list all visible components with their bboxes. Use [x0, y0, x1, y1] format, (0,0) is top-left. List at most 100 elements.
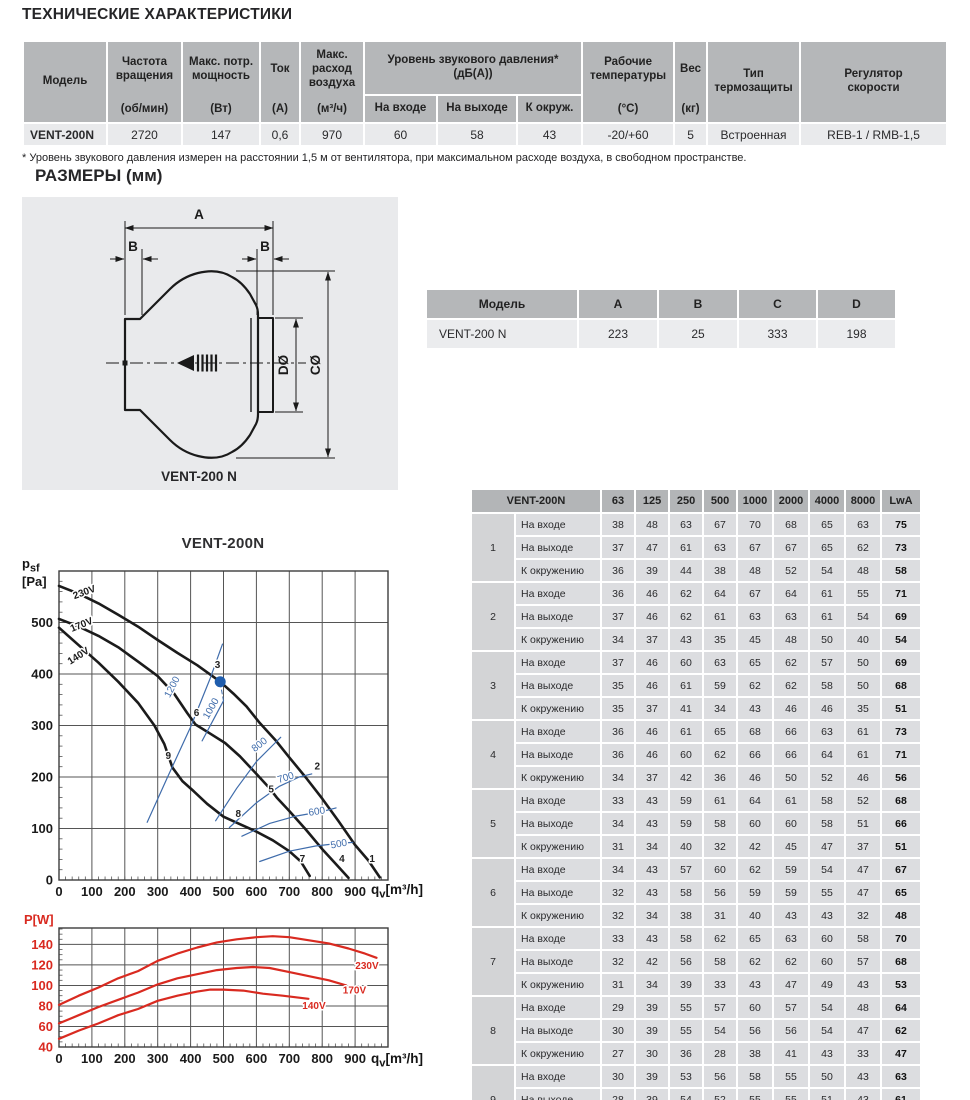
svg-text:500: 500	[213, 884, 235, 899]
acoustic-lwa-cell: 63	[882, 1066, 921, 1087]
acoustic-value-cell: 62	[774, 951, 809, 972]
svg-text:600: 600	[308, 805, 327, 819]
acoustic-lwa-cell: 47	[882, 1043, 921, 1064]
acoustic-value-cell: 51	[810, 1089, 845, 1100]
acoustic-value-cell: 31	[704, 905, 737, 926]
acoustic-header-row: VENT-200N 63 125 250 500 1000 2000 4000 …	[472, 490, 921, 512]
spec-sound-ambient-value: 43	[518, 124, 582, 145]
acoustic-value-cell: 60	[810, 928, 845, 949]
acoustic-value-cell: 64	[810, 744, 845, 765]
svg-text:200: 200	[114, 884, 136, 899]
spec-row: VENT-200N 2720 147 0,6 970 60 58 43 -20/…	[24, 124, 947, 145]
acoustic-value-cell: 42	[636, 951, 669, 972]
svg-text:230V: 230V	[355, 961, 379, 972]
svg-text:300: 300	[147, 1051, 169, 1066]
acoustic-value-cell: 40	[846, 629, 881, 650]
acoustic-value-cell: 37	[602, 652, 635, 673]
spec-header-speed: Частота вращения (об/мин)	[108, 42, 181, 122]
acoustic-value-cell: 50	[846, 675, 881, 696]
acoustic-row-label: На входе	[516, 1066, 601, 1087]
dim-header-b: B	[659, 290, 737, 318]
acoustic-value-cell: 53	[670, 1066, 703, 1087]
acoustic-value-cell: 54	[704, 1020, 737, 1041]
acoustic-value-cell: 63	[810, 721, 845, 742]
acoustic-value-cell: 47	[846, 859, 881, 880]
spec-header-current: Ток (А)	[261, 42, 299, 122]
acoustic-lwa-cell: 71	[882, 583, 921, 604]
acoustic-value-cell: 54	[846, 606, 881, 627]
acoustic-value-cell: 60	[670, 744, 703, 765]
acoustic-value-cell: 67	[704, 514, 737, 535]
spec-temp-value: -20/+60	[583, 124, 674, 145]
acoustic-value-cell: 45	[738, 629, 773, 650]
acoustic-value-cell: 34	[602, 859, 635, 880]
acoustic-value-cell: 48	[738, 560, 773, 581]
acoustic-value-cell: 54	[810, 859, 845, 880]
spec-header-power: Макс. потр. мощность (Вт)	[183, 42, 259, 122]
acoustic-value-cell: 65	[810, 537, 845, 558]
acoustic-row-label: На входе	[516, 859, 601, 880]
acoustic-value-cell: 58	[810, 790, 845, 811]
acoustic-value-cell: 41	[670, 698, 703, 719]
spec-header-weight: Вес (кг)	[675, 42, 707, 122]
acoustic-value-cell: 57	[810, 652, 845, 673]
acoustic-value-cell: 40	[670, 836, 703, 857]
svg-text:500: 500	[213, 1051, 235, 1066]
acoustic-value-cell: 55	[670, 997, 703, 1018]
acoustic-value-cell: 39	[636, 997, 669, 1018]
acoustic-value-cell: 43	[636, 790, 669, 811]
pressure-chart-title: VENT-200N	[181, 535, 265, 552]
acoustic-value-cell: 47	[774, 974, 809, 995]
acoustic-value-cell: 46	[738, 767, 773, 788]
acoustic-value-cell: 58	[846, 928, 881, 949]
acoustic-value-cell: 60	[738, 997, 773, 1018]
acoustic-lwa-cell: 61	[882, 1089, 921, 1100]
dim-header-a: A	[579, 290, 657, 318]
svg-text:300: 300	[31, 718, 53, 733]
svg-text:200: 200	[31, 770, 53, 785]
acoustic-value-cell: 31	[602, 974, 635, 995]
acoustic-value-cell: 47	[846, 882, 881, 903]
spec-header-sound-ambient: К окруж.	[518, 96, 582, 122]
acoustic-value-cell: 31	[602, 836, 635, 857]
svg-text:200: 200	[114, 1051, 136, 1066]
svg-text:500: 500	[31, 615, 53, 630]
acoustic-value-cell: 43	[846, 974, 881, 995]
acoustic-row-label: На входе	[516, 583, 601, 604]
acoustic-value-cell: 48	[636, 514, 669, 535]
acoustic-row-label: На входе	[516, 652, 601, 673]
acoustic-row-label: К окружению	[516, 698, 601, 719]
acoustic-value-cell: 66	[738, 744, 773, 765]
dimension-drawing-panel: A B B DØ CØ VENT-200 N	[22, 197, 398, 490]
page-title: ТЕХНИЧЕСКИЕ ХАРАКТЕРИСТИКИ	[22, 6, 293, 23]
acoustic-row: 6 На входе 34 43 57 60 62 59 54 47 67	[472, 859, 921, 926]
acoustic-value-cell: 58	[810, 675, 845, 696]
acoustic-value-cell: 52	[704, 1089, 737, 1100]
acoustic-row: К окружению 27 30 36 28 38 41 43 33 47	[472, 1043, 921, 1064]
acoustic-value-cell: 61	[670, 537, 703, 558]
acoustic-value-cell: 65	[738, 928, 773, 949]
svg-text:100: 100	[81, 884, 103, 899]
acoustic-lwa-cell: 56	[882, 767, 921, 788]
svg-text:60: 60	[39, 1019, 53, 1034]
acoustic-value-cell: 38	[670, 905, 703, 926]
acoustic-value-cell: 63	[738, 606, 773, 627]
acoustic-row-label: На выходе	[516, 606, 601, 627]
acoustic-value-cell: 51	[846, 813, 881, 834]
acoustic-value-cell: 61	[846, 744, 881, 765]
acoustic-value-cell: 43	[670, 629, 703, 650]
acoustic-value-cell: 43	[636, 882, 669, 903]
acoustic-value-cell: 62	[738, 859, 773, 880]
acoustic-value-cell: 50	[810, 629, 845, 650]
acoustic-value-cell: 37	[846, 836, 881, 857]
acoustic-value-cell: 62	[738, 951, 773, 972]
acoustic-value-cell: 36	[602, 583, 635, 604]
acoustic-value-cell: 33	[602, 928, 635, 949]
svg-text:6: 6	[194, 708, 200, 719]
acoustic-value-cell: 52	[846, 790, 881, 811]
dim-C-label: CØ	[308, 355, 323, 375]
acoustic-value-cell: 56	[670, 951, 703, 972]
acoustic-value-cell: 62	[738, 675, 773, 696]
acoustic-value-cell: 43	[810, 1043, 845, 1064]
